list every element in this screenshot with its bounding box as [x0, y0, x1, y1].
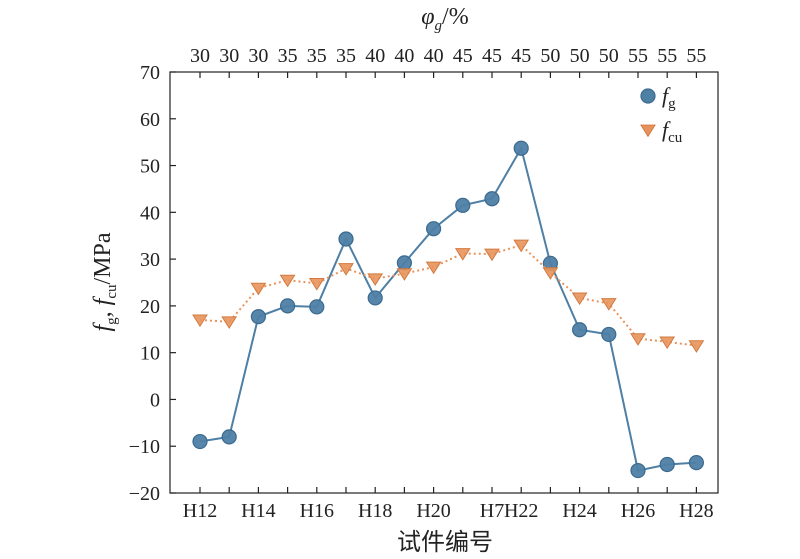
- data-point-cu: [425, 261, 442, 275]
- data-point-g: [396, 255, 412, 271]
- x-tick-label: H16: [300, 500, 334, 522]
- y-tick-label: −20: [129, 483, 160, 505]
- x-tick-label: H24: [562, 500, 596, 522]
- data-point-g: [221, 429, 237, 445]
- top-tick-label: 55: [686, 45, 706, 67]
- data-point-cu: [367, 273, 384, 287]
- data-point-cu: [396, 268, 413, 281]
- data-point-cu: [308, 278, 325, 291]
- x-axis-title: 试件编号: [397, 529, 493, 556]
- x-tick-label: H26: [621, 500, 655, 522]
- x-tick-label: H28: [679, 500, 713, 522]
- data-point-cu: [600, 298, 617, 311]
- data-point-g: [192, 433, 208, 450]
- data-point-g: [630, 462, 646, 479]
- x-tick-label: H22: [504, 500, 538, 522]
- data-point-g: [484, 191, 500, 207]
- data-point-cu: [630, 333, 646, 346]
- x-tick-label: H12: [183, 500, 217, 522]
- x-tick-label: H20: [416, 500, 450, 522]
- plot-frame: [169, 71, 719, 494]
- data-point-g: [309, 299, 325, 315]
- data-point-g: [601, 326, 617, 343]
- series-layer: [192, 140, 705, 479]
- top-tick-label: 40: [365, 45, 385, 67]
- top-tick-label: 35: [307, 45, 327, 67]
- data-point-g: [455, 197, 471, 213]
- top-tick-label: 50: [540, 45, 560, 67]
- legend-marker-g: [640, 88, 656, 104]
- legend: fg fcu: [640, 83, 683, 146]
- top-tick-label: 45: [482, 45, 502, 67]
- x-tick-label: H7: [480, 500, 504, 522]
- data-point-g: [250, 309, 266, 325]
- series-line-g: [199, 145, 697, 472]
- data-point-g: [659, 456, 675, 473]
- top-tick-label: 30: [248, 45, 268, 67]
- top-tick-label: 50: [599, 45, 619, 67]
- data-point-g: [426, 221, 442, 237]
- top-tick-label: 40: [424, 45, 444, 67]
- data-point-cu: [659, 336, 676, 350]
- data-point-cu: [571, 292, 588, 306]
- top-tick-label: 35: [336, 45, 356, 67]
- data-point-cu: [338, 263, 354, 276]
- top-tick-label: 30: [190, 45, 210, 67]
- y-tick-label: 0: [150, 389, 160, 411]
- data-point-g: [338, 231, 354, 247]
- data-point-cu: [484, 248, 500, 262]
- top-tick-label: 55: [628, 45, 648, 67]
- legend-label-g: fg: [662, 83, 676, 112]
- data-point-cu: [221, 316, 238, 330]
- data-point-cu: [454, 248, 471, 261]
- data-point-cu: [250, 282, 267, 296]
- y-tick-label: 70: [140, 62, 160, 84]
- data-point-cu: [542, 267, 559, 280]
- data-point-g: [367, 290, 383, 306]
- x-axis-bottom: H12 H14 H16 H18 H20 H7 H22 H24 H26 H28: [183, 487, 714, 522]
- y-tick-label: 50: [140, 156, 160, 178]
- legend-label-cu: fcu: [662, 117, 683, 146]
- data-point-cu: [279, 274, 296, 288]
- x-axis-top: 30 30 30 35 35 35 40 40 40 45 45 45 50 50 50 55 55 55: [190, 45, 706, 78]
- top-tick-label: 45: [453, 45, 473, 67]
- x-tick-label: H18: [358, 500, 392, 522]
- top-tick-label: 30: [219, 45, 239, 67]
- data-point-g: [280, 298, 296, 314]
- top-tick-label: 35: [278, 45, 298, 67]
- top-tick-label: 55: [657, 45, 677, 67]
- top-tick-label: 50: [570, 45, 590, 67]
- data-point-g: [513, 140, 529, 156]
- data-point-g: [571, 322, 588, 338]
- y-tick-label: 10: [140, 343, 160, 365]
- y-tick-label: 30: [140, 249, 160, 271]
- y-axis-title: fg, fcu/MPa: [90, 232, 120, 331]
- y-tick-label: 60: [140, 109, 160, 131]
- y-tick-label: −10: [129, 436, 160, 458]
- y-tick-label: 20: [140, 296, 160, 318]
- x-tick-label: H14: [241, 500, 275, 522]
- data-point-cu: [192, 314, 208, 328]
- y-axis: −20 −10 0 10 20 30 40 50 60 70: [129, 62, 176, 505]
- top-tick-label: 40: [394, 45, 414, 67]
- top-tick-label: 45: [511, 45, 531, 67]
- data-point-g: [688, 454, 705, 471]
- data-point-cu: [688, 340, 705, 353]
- series-cu: [192, 239, 705, 353]
- legend-marker-cu: [640, 124, 656, 138]
- plot-border: [169, 71, 719, 494]
- data-point-cu: [513, 239, 530, 253]
- series-g: [192, 140, 705, 479]
- series-line-cu: [199, 243, 697, 347]
- y-tick-label: 40: [140, 202, 160, 224]
- top-axis-title: φg/%: [421, 4, 468, 34]
